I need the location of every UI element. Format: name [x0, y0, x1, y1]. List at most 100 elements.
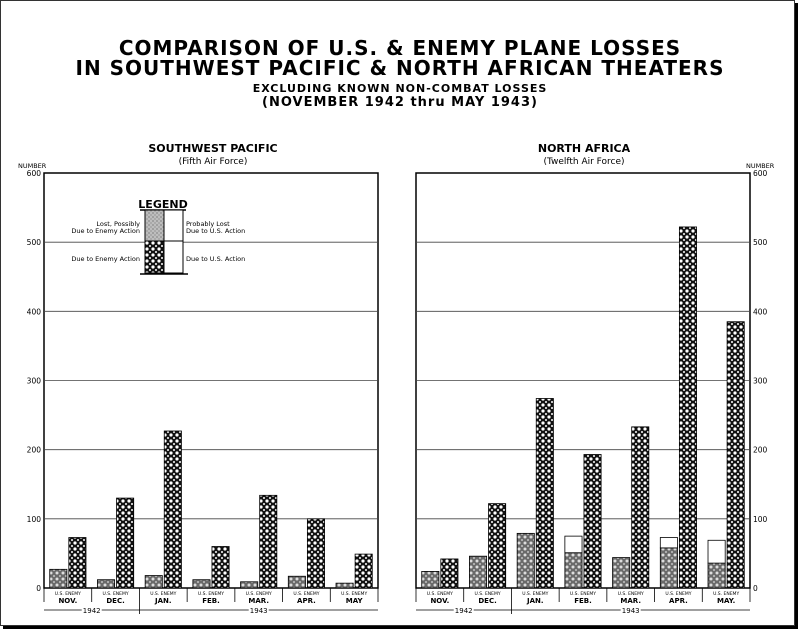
bar-pair-label: U.S. ENEMY: [618, 591, 644, 597]
bar-us-due-to-enemy-action: [707, 562, 726, 589]
y-tick-label: 600: [753, 169, 768, 178]
y-tick-label: 0: [753, 584, 758, 593]
x-tick-label: DEC.: [106, 597, 124, 605]
y-tick-label: 600: [27, 169, 42, 178]
bars-north-africa: [421, 226, 745, 589]
bar-us-due-to-enemy-action: [97, 579, 116, 589]
bar-enemy-due-to-us-action: [354, 553, 373, 589]
year-label-1943: 1943: [250, 607, 268, 615]
bar-enemy-due-to-us-action: [678, 226, 697, 589]
x-tick-label: NOV.: [430, 597, 449, 605]
bar-us-due-to-enemy-action: [516, 532, 535, 589]
legend-swatch-enemy-probable: [163, 209, 184, 242]
bar-pair-label: U.S. ENEMY: [293, 591, 319, 597]
bar-pair-label: U.S. ENEMY: [341, 591, 367, 597]
bar-us-lost-possibly: [564, 535, 583, 554]
bar-pair-label: U.S. ENEMY: [427, 591, 453, 597]
bar-pair-label: U.S. ENEMY: [570, 591, 596, 597]
bar-pair-label: U.S. ENEMY: [150, 591, 176, 597]
x-tick-label: MAR.: [248, 597, 269, 605]
y-tick-label: 100: [27, 515, 42, 524]
bar-pair-label: U.S. ENEMY: [665, 591, 691, 597]
bar-pair-label: U.S. ENEMY: [103, 591, 129, 597]
legend-label-enemy-probable-1: Probably Lost: [186, 220, 230, 228]
x-tick-label: FEB.: [574, 597, 592, 605]
bar-us-due-to-enemy-action: [612, 557, 631, 589]
panel-subtitle-north-africa: (Twelfth Air Force): [543, 157, 624, 167]
y-tick-label: 400: [27, 307, 42, 316]
panel-subtitle-southwest-pacific: (Fifth Air Force): [179, 157, 248, 167]
y-tick-label: 500: [753, 238, 768, 247]
legend-swatch-us-confirmed: [144, 240, 165, 274]
bar-enemy-due-to-us-action: [440, 558, 459, 589]
bar-us-due-to-enemy-action: [49, 568, 68, 589]
y-tick-label: 400: [753, 307, 768, 316]
chart-title-line1: COMPARISON OF U.S. & ENEMY PLANE LOSSES: [118, 36, 682, 60]
legend-swatch-us-possible: [144, 209, 165, 242]
x-tick-label: MAR.: [620, 597, 641, 605]
x-tick-label: MAY: [346, 597, 364, 605]
x-tick-label: JAN.: [526, 597, 544, 605]
bar-enemy-due-to-us-action: [726, 321, 745, 589]
bar-enemy-due-to-us-action: [116, 497, 135, 589]
y-tick-label: 300: [27, 377, 42, 386]
legend-label-us-possible-1: Lost, Possibly: [96, 220, 140, 228]
gridlines-north-africa: [416, 241, 750, 520]
bar-pair-label: U.S. ENEMY: [55, 591, 81, 597]
gridlines-southwest-pacific: [44, 241, 378, 520]
bar-us-due-to-enemy-action: [287, 575, 306, 589]
year-label-1942: 1942: [83, 607, 101, 615]
x-tick-label: JAN.: [154, 597, 172, 605]
year-label-1943-bg: [620, 606, 641, 614]
bar-pair-label: U.S. ENEMY: [522, 591, 548, 597]
year-label-1943: 1943: [622, 607, 640, 615]
bar-pair-label: U.S. ENEMY: [713, 591, 739, 597]
bar-enemy-due-to-us-action: [535, 398, 554, 589]
y-ticks-north-africa: 0 100 200 300 400 500 600: [753, 169, 768, 593]
bar-us-due-to-enemy-action: [421, 571, 440, 589]
panel-title-southwest-pacific: SOUTHWEST PACIFIC: [148, 142, 277, 155]
legend: LEGEND Lost, Possibly Due to Enemy Actio…: [71, 198, 245, 275]
panel-title-north-africa: NORTH AFRICA: [538, 142, 631, 155]
x-tick-label: FEB.: [202, 597, 220, 605]
legend-title: LEGEND: [138, 198, 187, 211]
chart-title-line2: IN SOUTHWEST PACIFIC & NORTH AFRICAN THE…: [75, 56, 725, 80]
bar-enemy-due-to-us-action: [259, 494, 278, 589]
bar-enemy-due-to-us-action: [163, 430, 182, 589]
bar-us-due-to-enemy-action: [335, 582, 354, 589]
bar-us-due-to-enemy-action: [144, 575, 163, 589]
year-label-1943-bg: [248, 606, 269, 614]
bar-enemy-due-to-us-action: [306, 518, 325, 589]
bar-pair-label: U.S. ENEMY: [198, 591, 224, 597]
y-axis-label-left: NUMBER: [18, 162, 47, 170]
x-tick-label: APR.: [669, 597, 688, 605]
y-axis-label-right: NUMBER: [746, 162, 775, 170]
year-label-1942-bg: [81, 606, 102, 614]
legend-label-us-confirmed: Due to Enemy Action: [71, 255, 140, 263]
legend-label-enemy-probable-2: Due to U.S. Action: [186, 227, 245, 235]
year-label-1942: 1942: [455, 607, 473, 615]
bar-enemy-due-to-us-action: [583, 454, 602, 589]
bar-us-due-to-enemy-action: [240, 581, 259, 589]
x-tick-label: DEC.: [478, 597, 496, 605]
bar-us-due-to-enemy-action: [192, 579, 211, 589]
bar-pair-label: U.S. ENEMY: [246, 591, 272, 597]
y-ticks-southwest-pacific: 0 100 200 300 400 500 600: [27, 169, 42, 593]
y-tick-label: 200: [753, 446, 768, 455]
legend-swatch-enemy-confirmed: [163, 240, 184, 274]
x-tick-label: APR.: [297, 597, 316, 605]
bar-us-due-to-enemy-action: [564, 552, 583, 589]
legend-label-us-possible-2: Due to Enemy Action: [71, 227, 140, 235]
x-tick-label: NOV.: [58, 597, 77, 605]
bar-enemy-due-to-us-action: [631, 426, 650, 589]
x-tick-label: MAY.: [717, 597, 735, 605]
bar-us-due-to-enemy-action: [659, 547, 678, 589]
year-label-1942-bg: [453, 606, 474, 614]
bar-enemy-due-to-us-action: [211, 546, 230, 589]
bar-enemy-due-to-us-action: [68, 537, 87, 589]
y-tick-label: 200: [27, 446, 42, 455]
y-tick-label: 100: [753, 515, 768, 524]
